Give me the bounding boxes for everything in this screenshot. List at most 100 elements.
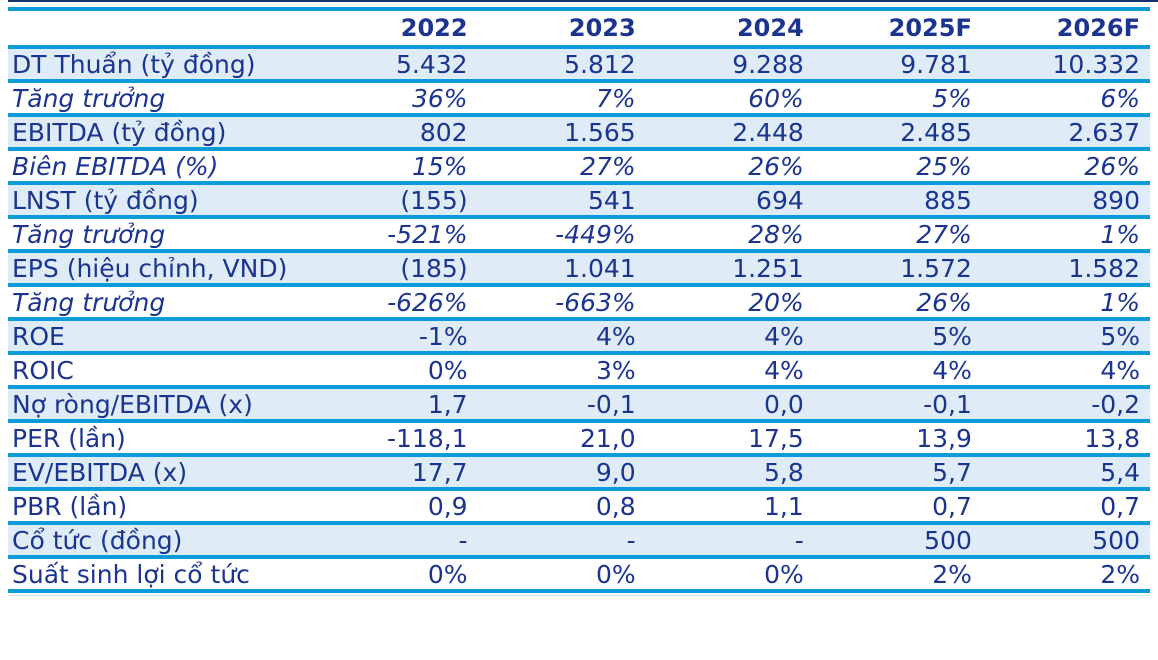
value-cell: 17,5 [645,421,814,457]
top-border-line [8,0,1158,2]
value-cell: 10.332 [981,47,1150,83]
table-container: 2022 2023 2024 2025F 2026F DT Thuẩn (tỷ đồng… [8,7,1150,593]
value-cell: 1.572 [813,251,982,287]
row-label-column-header [8,7,310,49]
value-cell: 20% [645,285,814,321]
value-cell: 5.812 [477,47,646,83]
value-cell: 0,7 [813,489,982,525]
table-row: Nợ ròng/EBITDA (x) 1,7 -0,1 0,0 -0,1 -0,2 [8,387,1150,423]
row-label: EBITDA (tỷ đồng) [8,115,310,151]
value-cell: 5,7 [813,455,982,491]
year-column-header: 2023 [477,7,646,49]
table-row: ROE -1% 4% 4% 5% 5% [8,319,1150,355]
value-cell: -0,1 [477,387,646,423]
financial-summary-table: 2022 2023 2024 2025F 2026F DT Thuẩn (tỷ đồng… [8,7,1150,593]
table-row: EV/EBITDA (x) 17,7 9,0 5,8 5,7 5,4 [8,455,1150,491]
value-cell: 0% [309,353,478,389]
value-cell: 4% [813,353,982,389]
row-label: Biên EBITDA (%) [8,149,310,185]
value-cell: 500 [813,523,982,559]
table-row: ROIC 0% 3% 4% 4% 4% [8,353,1150,389]
value-cell: -626% [309,285,478,321]
value-cell: 36% [309,81,478,117]
value-cell: 694 [645,183,814,219]
row-label: Tăng trưởng [8,217,310,253]
value-cell: 9,0 [477,455,646,491]
row-label: Tăng trưởng [8,81,310,117]
value-cell: 4% [645,353,814,389]
row-label: Suất sinh lợi cổ tức [8,557,310,593]
value-cell: 0% [309,557,478,593]
value-cell: 1% [981,285,1150,321]
value-cell: 5.432 [309,47,478,83]
value-cell: - [645,523,814,559]
value-cell: -0,1 [813,387,982,423]
value-cell: 5,4 [981,455,1150,491]
value-cell: 26% [645,149,814,185]
value-cell: 500 [981,523,1150,559]
table-row: Cổ tức (đồng) - - -500 500 [8,523,1150,559]
value-cell: 802 [309,115,478,151]
row-label: PBR (lần) [8,489,310,525]
value-cell: 6% [981,81,1150,117]
value-cell: -0,2 [981,387,1150,423]
value-cell: 5% [981,319,1150,355]
value-cell: -663% [477,285,646,321]
value-cell: 1,7 [309,387,478,423]
table-row: EBITDA (tỷ đồng) 802 1.565 2.448 2.485 2.637 [8,115,1150,151]
value-cell: -1% [309,319,478,355]
row-label: EV/EBITDA (x) [8,455,310,491]
row-label: Nợ ròng/EBITDA (x) [8,387,310,423]
value-cell: 1.582 [981,251,1150,287]
header-row: 2022 2023 2024 2025F 2026F [8,7,1150,49]
value-cell: 2.637 [981,115,1150,151]
year-column-header: 2025F [813,7,982,49]
value-cell: 0,8 [477,489,646,525]
year-column-header: 2022 [309,7,478,49]
value-cell: - [477,523,646,559]
value-cell: 3% [477,353,646,389]
table-row: Tăng trưởng -521% -449% 28% 27% 1% [8,217,1150,253]
bottom-shadow-line [8,595,1150,596]
value-cell: 26% [981,149,1150,185]
value-cell: (185) [309,251,478,287]
year-column-header: 2026F [981,7,1150,49]
value-cell: 9.781 [813,47,982,83]
value-cell: 27% [477,149,646,185]
value-cell: -449% [477,217,646,253]
value-cell: 5% [813,81,982,117]
value-cell: 60% [645,81,814,117]
value-cell: 17,7 [309,455,478,491]
table-row: DT Thuẩn (tỷ đồng) 5.432 5.812 9.288 9.781 10… [8,47,1150,83]
value-cell: 15% [309,149,478,185]
value-cell: -118,1 [309,421,478,457]
value-cell: 28% [645,217,814,253]
value-cell: 7% [477,81,646,117]
value-cell: 0,7 [981,489,1150,525]
value-cell: 13,9 [813,421,982,457]
value-cell: 885 [813,183,982,219]
table-row: Suất sinh lợi cổ tức 0% 0% 0% 2% 2% [8,557,1150,593]
value-cell: 890 [981,183,1150,219]
value-cell: 0% [645,557,814,593]
table-row: PBR (lần) 0,9 0,8 1,1 0,7 0,7 [8,489,1150,525]
value-cell: 5,8 [645,455,814,491]
value-cell: 5% [813,319,982,355]
value-cell: - [309,523,478,559]
value-cell: 541 [477,183,646,219]
table-row: EPS (hiệu chỉnh, VND) (185) 1.041 1.251 1.57… [8,251,1150,287]
value-cell: 25% [813,149,982,185]
row-label: PER (lần) [8,421,310,457]
value-cell: 1,1 [645,489,814,525]
value-cell: 26% [813,285,982,321]
value-cell: 13,8 [981,421,1150,457]
value-cell: 21,0 [477,421,646,457]
value-cell: 2% [981,557,1150,593]
value-cell: 4% [981,353,1150,389]
value-cell: 2.485 [813,115,982,151]
table-row: Tăng trưởng -626% -663% 20% 26% 1% [8,285,1150,321]
table-row: Biên EBITDA (%) 15% 27% 26% 25% 26% [8,149,1150,185]
value-cell: 27% [813,217,982,253]
value-cell: 1.041 [477,251,646,287]
row-label: Cổ tức (đồng) [8,523,310,559]
